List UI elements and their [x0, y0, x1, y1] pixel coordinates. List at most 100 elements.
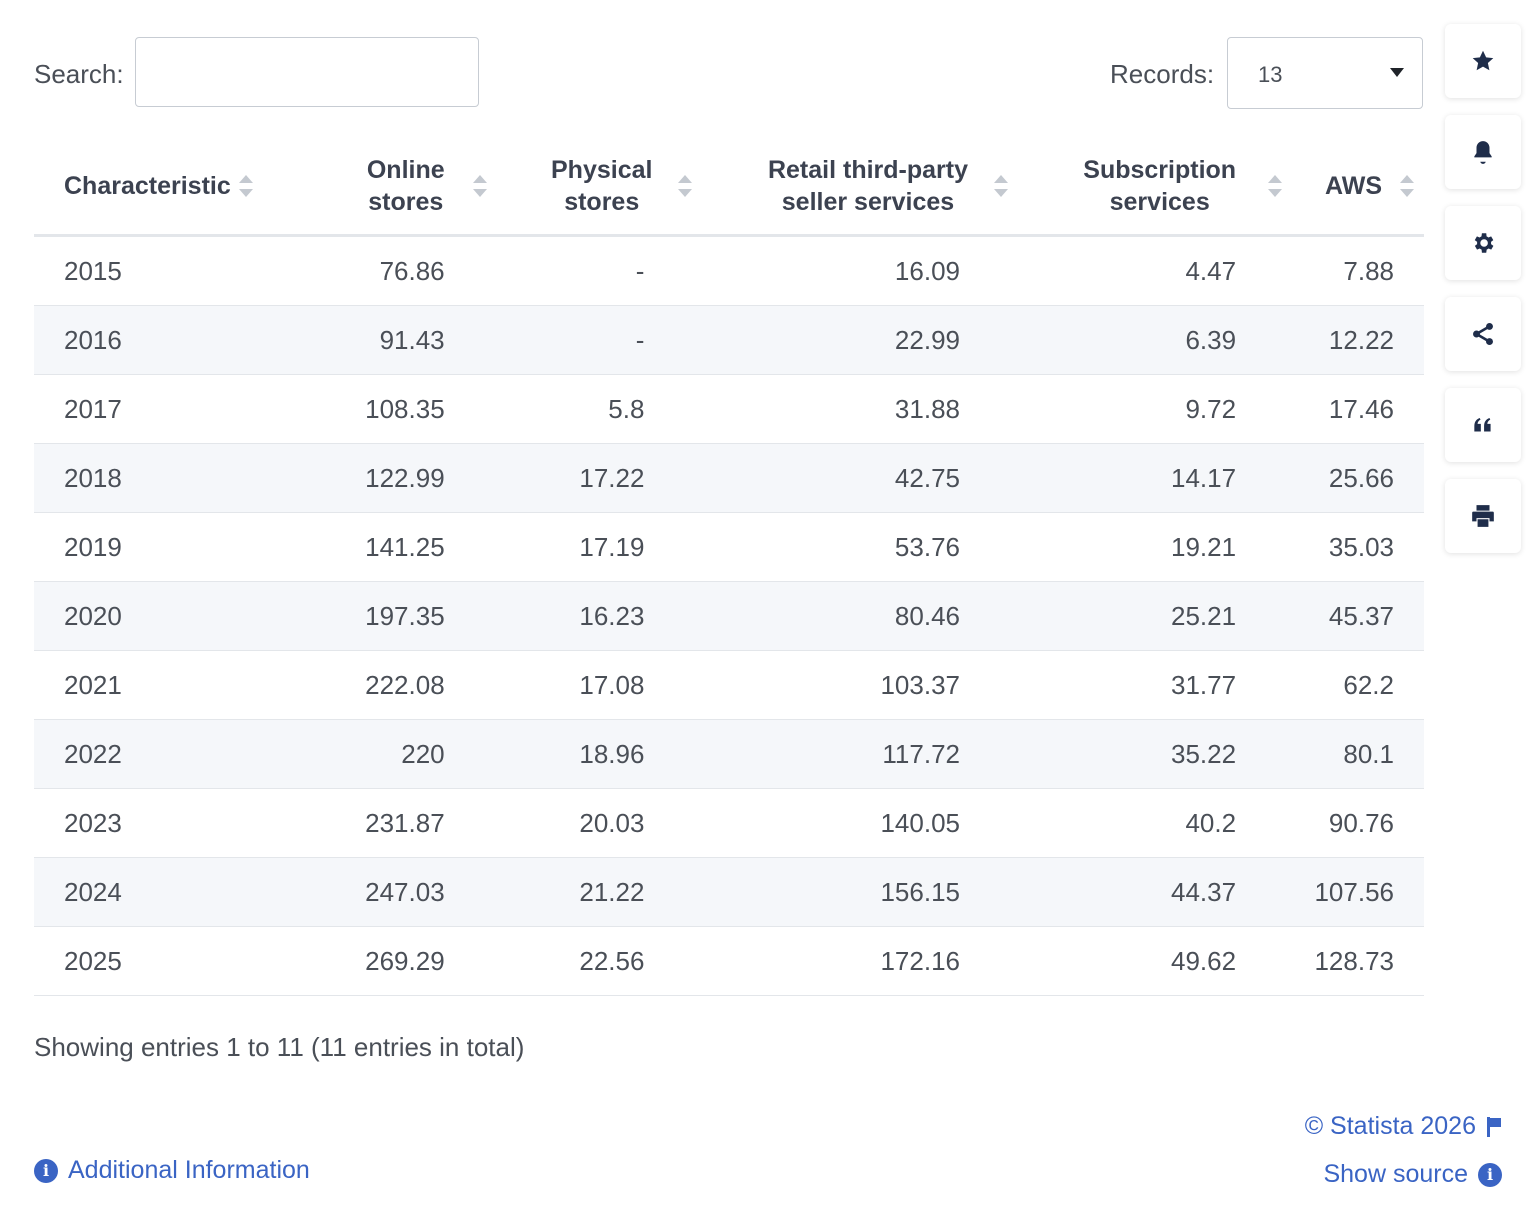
cell-aws: 62.2 [1282, 650, 1424, 720]
cell-online-stores: 231.87 [291, 788, 487, 858]
cell-retail-third-party: 31.88 [692, 374, 1008, 444]
show-source-label: Show source [1323, 1160, 1468, 1188]
cell-characteristic: 2017 [34, 374, 292, 444]
column-header-characteristic[interactable]: Characteristic [34, 138, 292, 237]
table-row: 2020 197.35 16.23 80.46 25.21 45.37 [34, 581, 1424, 651]
cell-physical-stores: 17.22 [486, 443, 693, 513]
statista-copyright-link[interactable]: © Statista 2026 [1305, 1112, 1502, 1141]
cell-physical-stores: 17.08 [486, 650, 693, 720]
cell-retail-third-party: 172.16 [692, 926, 1008, 996]
column-header-retail-third-party[interactable]: Retail third-party seller services [692, 138, 1008, 237]
cell-subscription-services: 6.39 [1008, 305, 1283, 375]
column-header-line: Retail third-party [767, 156, 968, 184]
cell-aws: 17.46 [1282, 374, 1424, 444]
column-header-label: Physical stores [551, 154, 652, 218]
copyright-label: © Statista 2026 [1304, 1112, 1476, 1140]
column-header-label: AWS [1325, 172, 1382, 200]
cell-characteristic: 2018 [34, 443, 292, 513]
cite-button[interactable] [1445, 388, 1521, 462]
column-header-line: services [1109, 188, 1210, 216]
column-header-aws[interactable]: AWS [1282, 138, 1424, 237]
column-header-line: stores [564, 188, 640, 216]
cell-physical-stores: - [486, 305, 693, 375]
show-source-link[interactable]: Show source i [1323, 1160, 1502, 1189]
cell-online-stores: 141.25 [291, 512, 487, 582]
sort-icon [994, 173, 1008, 199]
records-label: Records: [1110, 59, 1215, 89]
cell-aws: 12.22 [1282, 305, 1424, 375]
cell-retail-third-party: 156.15 [692, 857, 1008, 927]
cell-retail-third-party: 103.37 [692, 650, 1008, 720]
share-button[interactable] [1445, 297, 1521, 371]
star-icon [1472, 50, 1494, 71]
column-header-physical-stores[interactable]: Physical stores [486, 138, 693, 237]
additional-information-label: Additional Information [68, 1156, 310, 1184]
cell-characteristic: 2019 [34, 512, 292, 582]
data-table: Characteristic Online stores Physical [34, 138, 1424, 996]
cell-subscription-services: 9.72 [1008, 374, 1283, 444]
search-label: Search: [34, 59, 124, 89]
column-header-label: Online stores [367, 154, 445, 218]
table-row: 2017 108.35 5.8 31.88 9.72 17.46 [34, 374, 1424, 444]
cell-characteristic: 2022 [34, 719, 292, 789]
cell-physical-stores: 22.56 [486, 926, 693, 996]
entries-summary: Showing entries 1 to 11 (11 entries in t… [34, 1032, 525, 1062]
cell-online-stores: 122.99 [291, 443, 487, 513]
cell-subscription-services: 25.21 [1008, 581, 1283, 651]
info-icon: i [34, 1158, 58, 1183]
cell-online-stores: 222.08 [291, 650, 487, 720]
cell-online-stores: 108.35 [291, 374, 487, 444]
flag-icon [1486, 1116, 1502, 1137]
additional-information-link[interactable]: i Additional Information [34, 1156, 310, 1185]
settings-button[interactable] [1445, 206, 1521, 280]
cell-subscription-services: 40.2 [1008, 788, 1283, 858]
sort-icon [238, 173, 253, 199]
notification-button[interactable] [1445, 115, 1521, 189]
cell-characteristic: 2016 [34, 305, 292, 375]
print-button[interactable] [1445, 479, 1521, 553]
cell-retail-third-party: 80.46 [692, 581, 1008, 651]
cell-subscription-services: 35.22 [1008, 719, 1283, 789]
cell-physical-stores: 5.8 [486, 374, 693, 444]
column-header-subscription-services[interactable]: Subscription services [1008, 138, 1283, 237]
quote-icon [1474, 417, 1491, 432]
cell-subscription-services: 31.77 [1008, 650, 1283, 720]
cell-retail-third-party: 140.05 [692, 788, 1008, 858]
column-header-line: Online [366, 156, 445, 184]
sort-icon [472, 173, 487, 199]
table-controls: Search: Records: 13 [34, 37, 1424, 109]
table-row: 2025 269.29 22.56 172.16 49.62 128.73 [34, 926, 1424, 996]
cell-retail-third-party: 22.99 [692, 305, 1008, 375]
table-row: 2023 231.87 20.03 140.05 40.2 90.76 [34, 788, 1424, 858]
cell-aws: 128.73 [1282, 926, 1424, 996]
table-row: 2022 220 18.96 117.72 35.22 80.1 [34, 719, 1424, 789]
gear-icon [1474, 233, 1494, 253]
column-header-line: seller services [781, 188, 955, 216]
favorite-button[interactable] [1445, 24, 1521, 98]
cell-aws: 7.88 [1282, 235, 1424, 306]
cell-physical-stores: 21.22 [486, 857, 693, 927]
table-row: 2015 76.86-16.09 4.47 7.88 [34, 235, 1424, 306]
search-input[interactable] [135, 37, 479, 107]
table-header-row: Characteristic Online stores Physical [34, 138, 1424, 237]
cell-aws: 80.1 [1282, 719, 1424, 789]
table-row: 2024 247.03 21.22 156.15 44.37 107.56 [34, 857, 1424, 927]
info-icon: i [1478, 1162, 1502, 1187]
column-header-line: Subscription [1083, 156, 1237, 184]
cell-physical-stores: 20.03 [486, 788, 693, 858]
cell-physical-stores: 17.19 [486, 512, 693, 582]
sort-icon [1400, 173, 1414, 199]
cell-online-stores: 220 [291, 719, 487, 789]
column-header-online-stores[interactable]: Online stores [291, 138, 487, 237]
cell-characteristic: 2025 [34, 926, 292, 996]
cell-retail-third-party: 117.72 [692, 719, 1008, 789]
cell-retail-third-party: 53.76 [692, 512, 1008, 582]
cell-characteristic: 2020 [34, 581, 292, 651]
table-row: 2021 222.08 17.08 103.37 31.77 62.2 [34, 650, 1424, 720]
cell-aws: 35.03 [1282, 512, 1424, 582]
records-select[interactable]: 13 [1227, 37, 1423, 109]
cell-characteristic: 2024 [34, 857, 292, 927]
sort-icon [678, 173, 693, 199]
print-icon [1472, 505, 1494, 527]
cell-subscription-services: 49.62 [1008, 926, 1283, 996]
